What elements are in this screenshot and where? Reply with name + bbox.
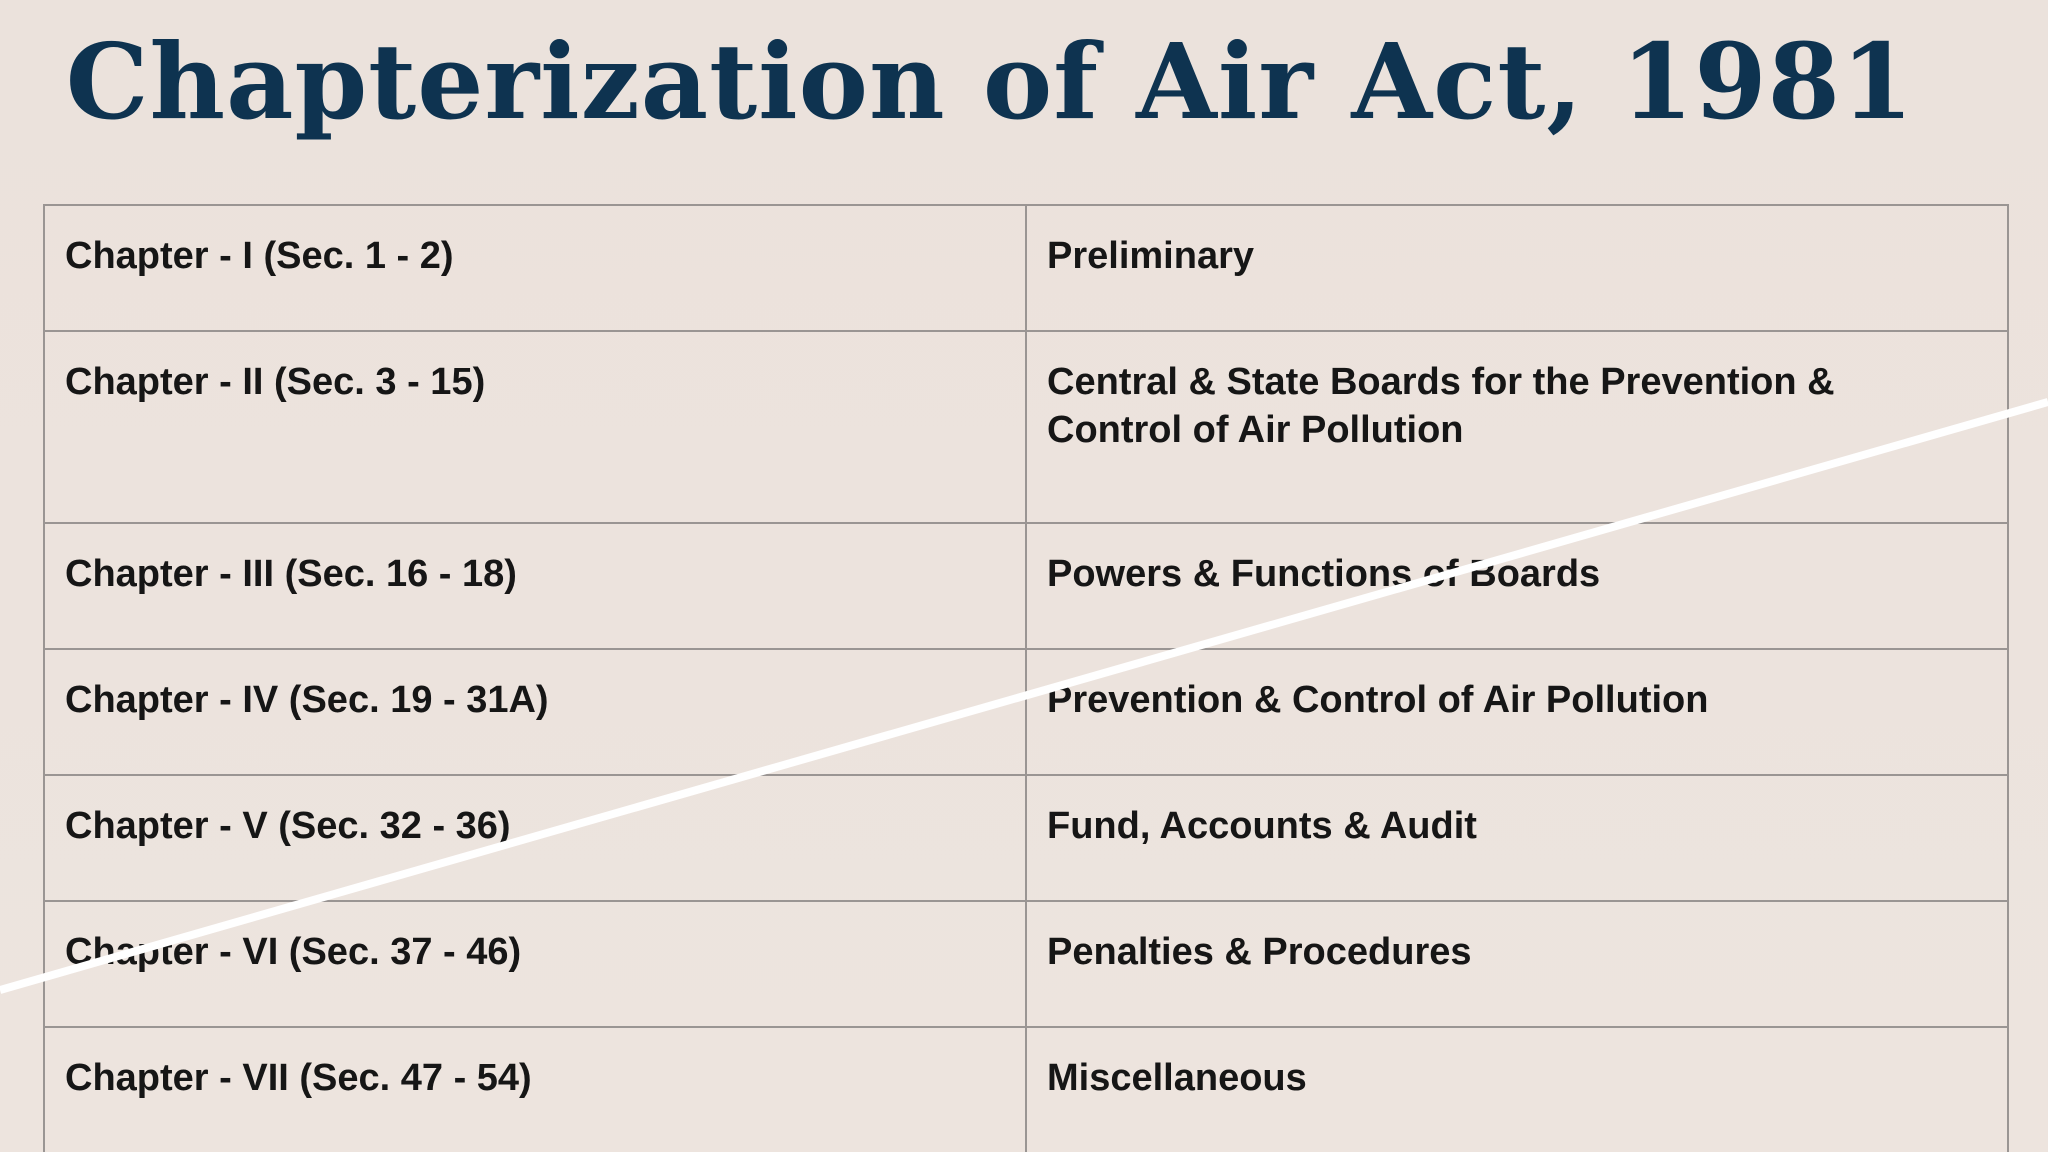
table-row: Chapter - IV (Sec. 19 - 31A) Prevention … (43, 648, 2009, 776)
table-row: Chapter - III (Sec. 16 - 18) Powers & Fu… (43, 522, 2009, 650)
chapter-cell: Chapter - VI (Sec. 37 - 46) (43, 900, 1027, 1028)
chapter-cell: Chapter - IV (Sec. 19 - 31A) (43, 648, 1027, 776)
subject-cell: Penalties & Procedures (1025, 900, 2009, 1028)
table-row: Chapter - II (Sec. 3 - 15) Central & Sta… (43, 330, 2009, 524)
subject-cell: Preliminary (1025, 204, 2009, 332)
chapters-table: Chapter - I (Sec. 1 - 2) Preliminary Cha… (43, 204, 2009, 1152)
slide-title: Chapterization of Air Act, 1981 (65, 20, 1915, 143)
subject-cell: Miscellaneous (1025, 1026, 2009, 1152)
chapter-cell: Chapter - V (Sec. 32 - 36) (43, 774, 1027, 902)
subject-cell: Powers & Functions of Boards (1025, 522, 2009, 650)
subject-cell: Prevention & Control of Air Pollution (1025, 648, 2009, 776)
table-row: Chapter - V (Sec. 32 - 36) Fund, Account… (43, 774, 2009, 902)
table-row: Chapter - VII (Sec. 47 - 54) Miscellaneo… (43, 1026, 2009, 1152)
chapter-cell: Chapter - VII (Sec. 47 - 54) (43, 1026, 1027, 1152)
subject-cell: Fund, Accounts & Audit (1025, 774, 2009, 902)
chapter-cell: Chapter - I (Sec. 1 - 2) (43, 204, 1027, 332)
chapter-cell: Chapter - II (Sec. 3 - 15) (43, 330, 1027, 524)
subject-cell: Central & State Boards for the Preventio… (1025, 330, 2009, 524)
chapter-cell: Chapter - III (Sec. 16 - 18) (43, 522, 1027, 650)
table-row: Chapter - VI (Sec. 37 - 46) Penalties & … (43, 900, 2009, 1028)
table-row: Chapter - I (Sec. 1 - 2) Preliminary (43, 204, 2009, 332)
